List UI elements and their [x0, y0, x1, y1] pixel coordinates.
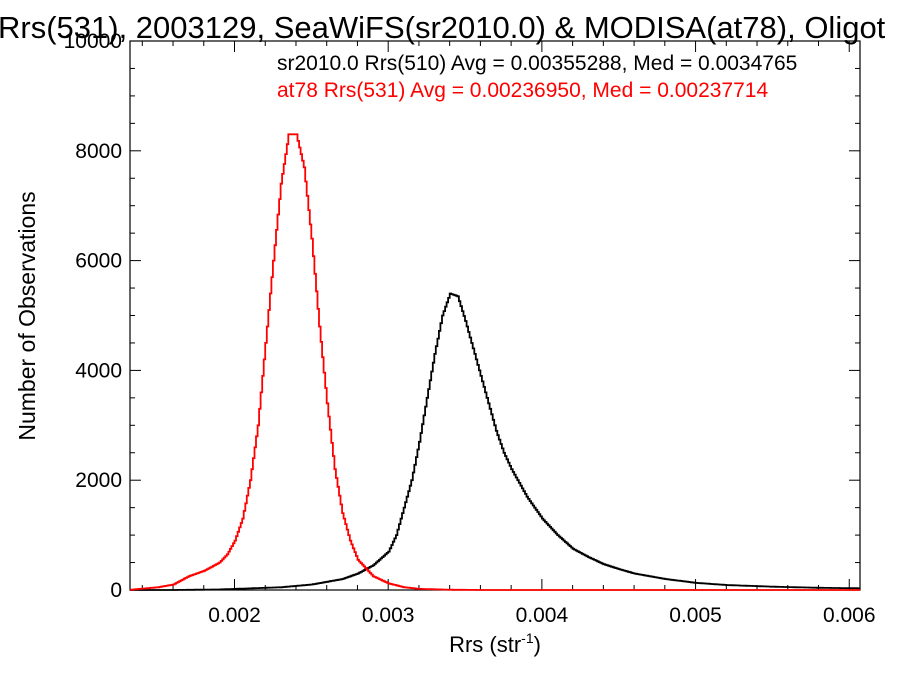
x-tick-label: 0.003	[362, 604, 415, 627]
x-axis: 0.002 0.003 0.004 0.005 0.006	[141, 41, 876, 627]
y-axis-label: Number of Observations	[14, 191, 40, 440]
y-tick-label: 6000	[75, 250, 122, 273]
series-line-1	[130, 133, 860, 591]
legend-entry-black: sr2010.0 Rrs(510) Avg = 0.00355288, Med …	[277, 52, 797, 75]
x-tick-label: 0.002	[208, 604, 261, 627]
x-axis-label: Rrs (str-1)	[449, 630, 541, 657]
y-tick-label: 4000	[75, 359, 122, 382]
y-tick-label: 10000	[64, 30, 122, 53]
y-tick-label: 0	[110, 579, 122, 602]
x-axis-label-main: Rrs (str	[449, 632, 521, 657]
plot-frame	[129, 40, 861, 591]
y-tick-label: 2000	[75, 469, 122, 492]
x-tick-label: 0.005	[669, 604, 722, 627]
x-tick-label: 0.006	[823, 604, 876, 627]
series-lines	[130, 133, 860, 591]
chart-title: Rrs(531), 2003129, SeaWiFS(sr2010.0) & M…	[0, 10, 886, 45]
x-axis-label-superscript: -1	[521, 630, 534, 646]
legend-entry-red: at78 Rrs(531) Avg = 0.00236950, Med = 0.…	[277, 79, 768, 102]
series-line-0	[130, 292, 860, 591]
y-tick-label: 8000	[75, 140, 122, 163]
legend: sr2010.0 Rrs(510) Avg = 0.00355288, Med …	[277, 52, 797, 102]
x-tick-label: 0.004	[516, 604, 569, 627]
y-axis: 0 2000 4000 6000 8000 10000	[64, 30, 860, 602]
x-axis-label-close: )	[534, 632, 541, 657]
